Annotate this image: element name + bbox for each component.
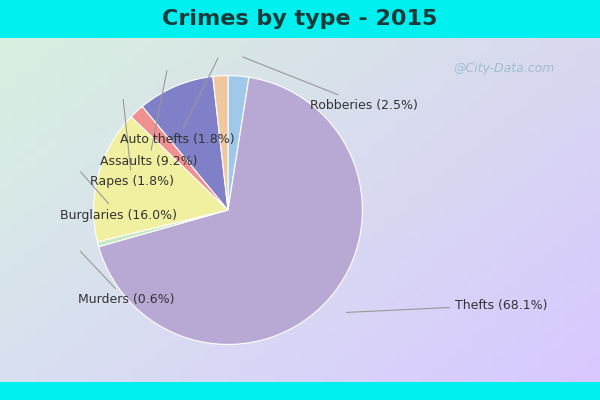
Text: Murders (0.6%): Murders (0.6%) (78, 252, 175, 306)
Text: Assaults (9.2%): Assaults (9.2%) (100, 70, 197, 168)
Wedge shape (131, 106, 228, 210)
Text: Auto thefts (1.8%): Auto thefts (1.8%) (120, 58, 235, 146)
Wedge shape (97, 210, 228, 247)
Wedge shape (99, 77, 362, 344)
Text: Robberies (2.5%): Robberies (2.5%) (243, 57, 418, 112)
Wedge shape (142, 76, 228, 210)
Text: Crimes by type - 2015: Crimes by type - 2015 (163, 9, 437, 29)
Wedge shape (228, 76, 249, 210)
Wedge shape (213, 76, 228, 210)
Wedge shape (94, 117, 228, 242)
Text: Burglaries (16.0%): Burglaries (16.0%) (60, 172, 177, 222)
Text: Thefts (68.1%): Thefts (68.1%) (346, 298, 548, 312)
Text: @City-Data.com: @City-Data.com (454, 62, 554, 75)
Text: Rapes (1.8%): Rapes (1.8%) (90, 100, 174, 188)
